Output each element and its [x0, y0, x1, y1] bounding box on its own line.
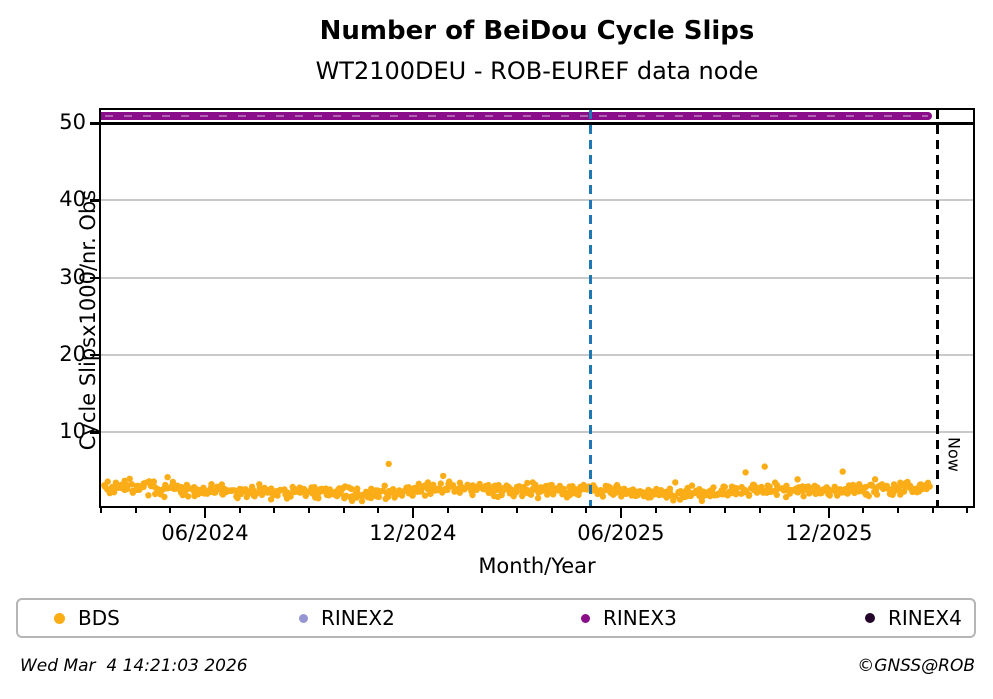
- x-tick-minor: [689, 508, 692, 513]
- x-tick-major: [619, 508, 623, 518]
- x-tick-label: 06/2025: [577, 521, 665, 545]
- legend-marker-rinex3: [581, 613, 590, 623]
- x-tick-minor: [100, 508, 102, 513]
- legend-marker-rinex4: [865, 613, 875, 623]
- x-tick-major: [827, 508, 831, 518]
- now-label: Now: [944, 437, 964, 472]
- x-tick-minor: [515, 508, 518, 513]
- reference-line-50: [101, 121, 973, 125]
- legend-marker-bds: [54, 612, 65, 624]
- y-tick-major: [90, 353, 99, 357]
- y-tick-label: 50: [59, 110, 86, 135]
- legend-item-bds: BDS: [54, 606, 120, 630]
- page-title: Number of BeiDou Cycle Slips: [319, 16, 755, 46]
- y-tick-label: 20: [59, 341, 86, 366]
- x-tick-minor: [585, 508, 588, 513]
- y-tick-label: 10: [59, 419, 86, 444]
- timestamp: Wed Mar 4 14:21:03 2026: [20, 656, 248, 676]
- legend-marker-rinex2: [299, 613, 308, 623]
- y-tick-label: 30: [59, 264, 86, 289]
- legend-item-rinex3: RINEX3: [581, 606, 677, 630]
- legend-label: RINEX2: [321, 606, 395, 630]
- x-tick-minor: [134, 508, 137, 513]
- y-tick-major: [90, 276, 99, 280]
- y-tick-major: [90, 431, 99, 434]
- legend-label: BDS: [78, 606, 120, 630]
- x-tick-minor: [238, 508, 241, 513]
- x-tick-minor: [793, 508, 796, 513]
- x-axis-title: Month/Year: [478, 554, 596, 578]
- chart-subtitle: WT2100DEU - ROB-EUREF data node: [315, 57, 759, 85]
- x-tick-major: [203, 508, 207, 518]
- x-tick-minor: [897, 508, 900, 513]
- x-tick-minor: [377, 508, 380, 513]
- series-line-texture: [105, 115, 929, 118]
- vertical-line-now: [936, 110, 940, 506]
- x-tick-minor: [654, 508, 657, 513]
- legend-item-rinex2: RINEX2: [299, 606, 395, 630]
- x-tick-minor: [273, 508, 276, 513]
- legend-item-rinex4: RINEX4: [865, 606, 962, 630]
- x-tick-label: 12/2024: [369, 521, 457, 545]
- plot-area: Now: [99, 108, 975, 508]
- gridline-y-20: [101, 353, 973, 356]
- x-tick-label: 12/2025: [785, 521, 873, 545]
- x-tick-minor: [342, 508, 345, 513]
- y-tick-major: [90, 199, 99, 202]
- x-tick-minor: [723, 508, 726, 513]
- x-tick-minor: [966, 508, 969, 513]
- x-tick-label: 06/2024: [161, 521, 249, 545]
- legend-label: RINEX3: [603, 606, 677, 630]
- vertical-line-blue: [588, 110, 592, 506]
- series-bds-scatter: [101, 460, 933, 505]
- gridline-y-40: [101, 199, 973, 202]
- gridline-y-30: [101, 276, 973, 279]
- legend: BDS RINEX2 RINEX3 RINEX4: [16, 598, 976, 638]
- x-tick-minor: [481, 508, 484, 513]
- credit: ©GNSS@ROB: [857, 656, 975, 676]
- x-tick-minor: [307, 508, 310, 513]
- y-tick-major: [90, 122, 99, 125]
- legend-label: RINEX4: [888, 606, 962, 630]
- x-tick-minor: [862, 508, 865, 513]
- x-tick-major: [411, 508, 415, 518]
- gridline-y-10: [101, 431, 973, 434]
- x-tick-minor: [550, 508, 553, 513]
- x-tick-minor: [446, 508, 449, 513]
- x-tick-minor: [931, 508, 934, 513]
- series-rinex3-line: [101, 112, 933, 121]
- x-tick-minor: [758, 508, 761, 513]
- y-tick-label: 40: [59, 187, 86, 212]
- x-tick-minor: [169, 508, 172, 513]
